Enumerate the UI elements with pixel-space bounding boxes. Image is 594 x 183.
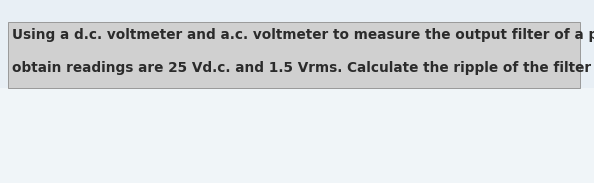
FancyBboxPatch shape [8,22,580,88]
Text: obtain readings are 25 Vd.c. and 1.5 Vrms. Calculate the ripple of the filter ou: obtain readings are 25 Vd.c. and 1.5 Vrm… [12,61,594,75]
FancyBboxPatch shape [0,88,594,183]
Text: Using a d.c. voltmeter and a.c. voltmeter to measure the output filter of a powe: Using a d.c. voltmeter and a.c. voltmete… [12,28,594,42]
